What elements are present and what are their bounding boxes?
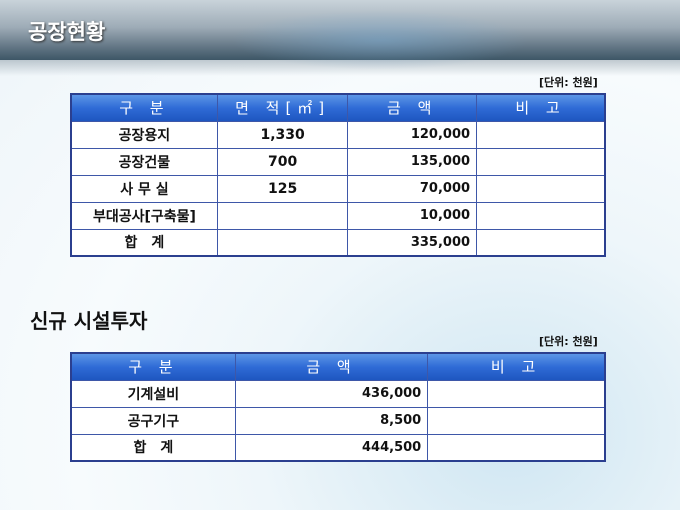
table-row: 공장건물 700 135,000 [70,147,606,176]
table-cell: 부대공사[구축물] [70,201,218,230]
header-cell: 금 액 [234,352,429,381]
table-cell: 기계설비 [70,379,236,408]
table-cell: 합 계 [70,228,218,257]
table-cell: 135,000 [347,147,478,176]
table-cell [216,201,349,230]
table-cell: 335,000 [347,228,478,257]
unit-label: [단위: 천원] [539,335,598,348]
table-header: 구 분 면 적[㎡] 금 액 비 고 [70,93,606,122]
table-row: 공장용지 1,330 120,000 [70,120,606,149]
table-cell [476,147,606,176]
table-cell [476,201,606,230]
table-row: 사 무 실 125 70,000 [70,174,606,203]
table-cell: 공장용지 [70,120,218,149]
table-header: 구 분 금 액 비 고 [70,352,606,381]
banner-glow [230,10,530,70]
table-cell [427,379,606,408]
table-cell [476,174,606,203]
title-banner [0,0,680,76]
header-cell: 비 고 [427,352,606,381]
factory-table: 구 분 면 적[㎡] 금 액 비 고 공장용지 1,330 120,000 공장건물 7… [70,93,606,257]
table-cell: 10,000 [347,201,478,230]
table-cell [427,406,606,435]
table-cell: 1,330 [216,120,349,149]
table-cell: 사 무 실 [70,174,218,203]
header-cell: 금 액 [347,93,478,122]
unit-label: [단위: 천원] [539,76,598,89]
section-title: 신규 시설투자 [30,309,148,333]
header-cell: 면 적[㎡] [216,93,349,122]
table-cell [427,433,606,462]
table-cell [476,120,606,149]
table-row: 합 계 444,500 [70,433,606,462]
table-cell [476,228,606,257]
header-cell: 구 분 [70,93,218,122]
table-cell: 공장건물 [70,147,218,176]
table-cell: 8,500 [234,406,429,435]
header-cell: 비 고 [476,93,606,122]
investment-table: 구 분 금 액 비 고 기계설비 436,000 공구기구 8,500 합 계 444,5… [70,352,606,462]
table-cell: 436,000 [234,379,429,408]
page-title: 공장현황 [28,20,106,44]
table-row: 공구기구 8,500 [70,406,606,435]
table-cell: 444,500 [234,433,429,462]
table-cell: 125 [216,174,349,203]
table-cell: 합 계 [70,433,236,462]
table-cell: 70,000 [347,174,478,203]
table-cell [216,228,349,257]
table-row: 합 계 335,000 [70,228,606,257]
table-row: 부대공사[구축물] 10,000 [70,201,606,230]
table-cell: 공구기구 [70,406,236,435]
table-row: 기계설비 436,000 [70,379,606,408]
header-cell: 구 분 [70,352,236,381]
table-cell: 700 [216,147,349,176]
table-cell: 120,000 [347,120,478,149]
